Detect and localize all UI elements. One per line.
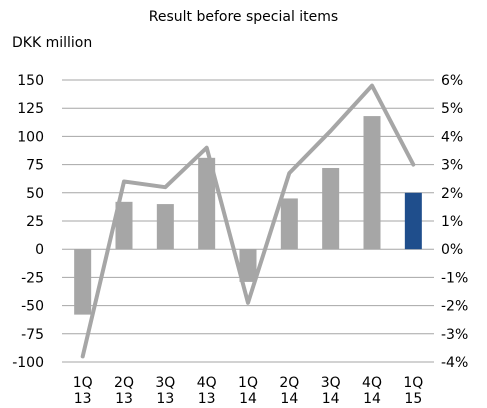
y-tick-label: 75: [26, 158, 44, 174]
y2-tick-label: 6%: [441, 73, 463, 89]
y-tick-label: 50: [26, 186, 44, 202]
x-tick-label: 1Q: [403, 375, 423, 391]
x-tick-label: 1Q: [238, 375, 258, 391]
y2-tick-label: -4%: [441, 355, 468, 371]
x-tick-label: 2Q: [279, 375, 299, 391]
right-y-axis: -4% -3% -2% -1% 0% 1% 2% 3% 4% 5% 6%: [441, 73, 468, 371]
y2-tick-label: 5%: [441, 101, 463, 117]
y2-tick-label: -1%: [441, 270, 468, 286]
bar: [280, 198, 298, 250]
y2-tick-label: -3%: [441, 327, 468, 343]
bar: [239, 249, 257, 282]
bar: [74, 249, 92, 315]
bar: [363, 116, 381, 250]
y2-tick-label: -2%: [441, 299, 468, 315]
series-line: [80, 83, 416, 359]
y2-tick-label: 0%: [441, 242, 463, 258]
x-tick-label: 13: [115, 391, 133, 407]
bar: [115, 201, 133, 250]
y2-tick-label: 2%: [441, 186, 463, 202]
y2-tick-label: 3%: [441, 158, 463, 174]
bar-series: [74, 116, 422, 315]
x-tick-label: 3Q: [155, 375, 175, 391]
y-tick-label: -100: [12, 355, 44, 371]
chart-title: Result before special items: [148, 9, 339, 25]
y-tick-label: 100: [17, 129, 44, 145]
x-tick-label: 14: [322, 391, 340, 407]
left-y-axis: -100 -75 -50 -25 0 25 50 75 100 125 150: [12, 73, 44, 371]
bar: [322, 167, 340, 250]
x-tick-label: 1Q: [73, 375, 93, 391]
x-tick-label: 14: [280, 391, 298, 407]
y-tick-label: -50: [21, 299, 44, 315]
bar: [156, 204, 174, 250]
line-series: [80, 83, 416, 359]
x-tick-label: 2Q: [114, 375, 134, 391]
x-tick-label: 15: [404, 391, 422, 407]
x-tick-label: 14: [239, 391, 257, 407]
x-tick-label: 13: [74, 391, 92, 407]
y-tick-label: 0: [35, 242, 44, 258]
y-tick-label: 150: [17, 73, 44, 89]
y-axis-unit-label: DKK million: [12, 35, 93, 51]
bar: [198, 157, 216, 250]
x-tick-label: 13: [156, 391, 174, 407]
y2-tick-label: 1%: [441, 214, 463, 230]
x-tick-label: 13: [198, 391, 216, 407]
bar: [404, 192, 422, 250]
x-tick-label: 14: [363, 391, 381, 407]
x-tick-label: 4Q: [362, 375, 382, 391]
x-tick-label: 3Q: [321, 375, 341, 391]
y-tick-label: 25: [26, 214, 44, 230]
y2-tick-label: 4%: [441, 129, 463, 145]
x-tick-label: 4Q: [197, 375, 217, 391]
y-tick-label: -25: [21, 270, 44, 286]
y-tick-label: 125: [17, 101, 44, 117]
y-tick-label: -75: [21, 327, 44, 343]
